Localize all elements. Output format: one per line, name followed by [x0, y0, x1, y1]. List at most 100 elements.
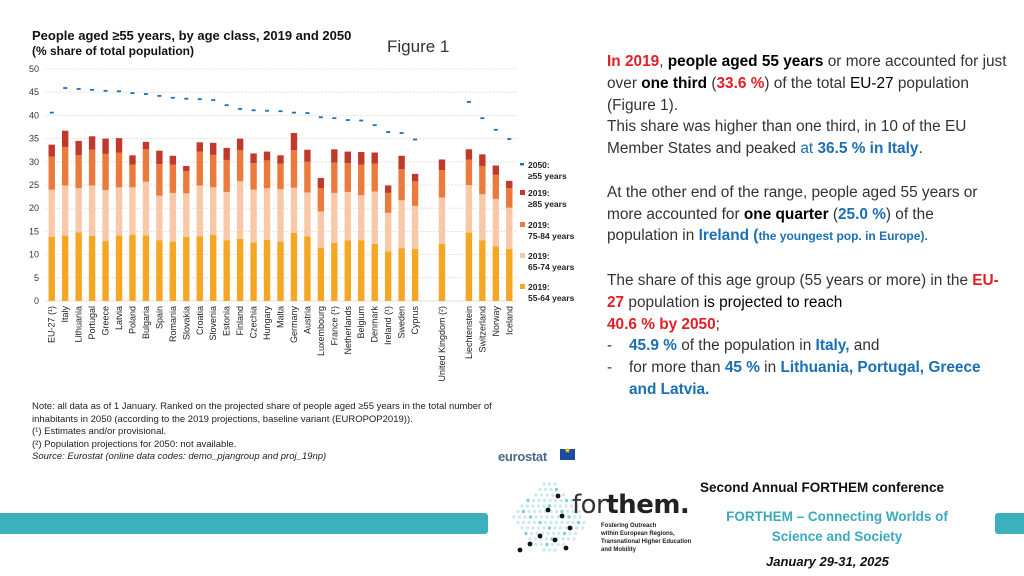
projection-marker — [197, 98, 202, 101]
legend-label: ≥85 years — [528, 199, 567, 209]
map-dot — [536, 526, 541, 530]
projection-marker — [345, 119, 350, 121]
x-tick-label: Belgium — [356, 306, 366, 339]
map-dot — [560, 509, 564, 514]
highlight-value: 45 % — [724, 359, 760, 377]
bar-segment — [290, 187, 298, 233]
projection-marker — [130, 92, 135, 95]
y-tick-label: 10 — [29, 250, 39, 260]
projection-marker — [63, 87, 68, 89]
map-dot — [549, 487, 553, 492]
bar-segment — [492, 174, 500, 199]
bar-segment — [169, 192, 177, 242]
map-dot — [547, 504, 552, 508]
map-dot — [526, 498, 530, 503]
bar-segment — [263, 188, 271, 240]
legend-label: 2019: — [528, 282, 550, 292]
map-dot — [527, 509, 531, 514]
map-dot — [564, 526, 568, 530]
map-dot — [551, 531, 556, 536]
forthem-logo: forthem. — [572, 490, 690, 520]
bar-segment — [492, 165, 500, 175]
bar-segment — [277, 163, 284, 190]
map-dot — [564, 498, 569, 503]
bar-segment — [398, 155, 405, 170]
map-dot — [539, 542, 544, 547]
x-tick-label: Liechtenstein — [464, 306, 474, 359]
bar-segment — [371, 243, 378, 301]
text: . — [924, 229, 928, 244]
bar-segment — [371, 163, 378, 192]
map-dot — [558, 504, 563, 508]
bar-segment — [223, 159, 230, 192]
map-dot — [521, 509, 526, 514]
map-dot — [557, 531, 561, 536]
bar-segment — [183, 171, 190, 194]
legend-label: 2019: — [528, 251, 550, 261]
map-dot — [549, 520, 553, 525]
x-tick-label: EU-27 (¹) — [47, 306, 57, 343]
projection-marker — [399, 132, 404, 134]
bar-segment — [384, 251, 392, 301]
tagline-line: Transnational Higher Education — [601, 539, 692, 545]
bar-segment — [465, 149, 473, 160]
x-tick-label: Croatia — [195, 306, 205, 335]
bar-segment — [156, 164, 163, 196]
text: ) of the population in — [607, 205, 934, 245]
logo-text-bold: them. — [606, 490, 690, 520]
summary-paragraph-3: At the other end of the range, people ag… — [607, 182, 1007, 248]
bar-segment — [236, 181, 244, 239]
x-tick-label: Estonia — [222, 306, 232, 336]
bar-segment — [411, 173, 419, 182]
highlight-youngest: the youngest pop. in Europe) — [758, 229, 925, 244]
map-dot — [545, 542, 549, 547]
bullet-countries: - for more than 45 % in Lithuania, Portug… — [607, 357, 1007, 401]
projection-marker — [332, 117, 337, 120]
bar-segment — [317, 247, 325, 301]
summary-text: In 2019, people aged 55 years or more ac… — [607, 51, 1007, 401]
highlight-ireland-value: 25.0 % — [837, 205, 886, 223]
bar-segment — [142, 149, 150, 182]
eurostat-logo: eurostat — [498, 449, 547, 464]
text: or more accounted for just over — [607, 53, 1007, 92]
legend-swatch — [520, 190, 525, 195]
y-tick-label: 30 — [29, 157, 39, 167]
bar-segment — [398, 248, 405, 301]
projection-marker — [143, 93, 148, 95]
map-dot — [544, 537, 549, 541]
bar-segment — [358, 240, 365, 301]
x-tick-label: Greece — [101, 306, 111, 336]
bar-segment — [479, 194, 486, 241]
map-dot — [575, 526, 579, 530]
map-city-dot — [555, 493, 561, 499]
x-tick-label: Spain — [154, 306, 164, 329]
x-tick-label: Ireland (¹) — [383, 306, 393, 345]
projection-marker — [90, 88, 95, 91]
map-dot — [558, 526, 563, 530]
legend-label: 75-84 years — [528, 231, 575, 241]
map-dot — [564, 504, 568, 508]
legend-label: 2019: — [528, 220, 550, 230]
bar-segment — [344, 240, 351, 301]
bar-segment — [48, 156, 55, 190]
bar-segment — [438, 170, 446, 198]
figure-label: Figure 1 — [387, 37, 450, 56]
text: is projected to reach — [703, 293, 843, 311]
map-dot — [550, 515, 555, 519]
bar-segment — [465, 185, 473, 233]
y-tick-label: 20 — [29, 203, 39, 213]
text: . — [918, 140, 923, 158]
bar-segment — [48, 144, 55, 157]
map-dot — [534, 515, 538, 519]
bar-segment — [210, 142, 217, 155]
bar-segment — [290, 150, 298, 188]
map-dot — [539, 515, 544, 519]
map-dot — [580, 526, 585, 530]
map-dot — [561, 493, 566, 497]
note-line: inhabitants in 2050 (according to the 20… — [32, 413, 413, 425]
highlight-2050: 40.6 % by 2050 — [607, 315, 716, 333]
y-tick-label: 50 — [29, 64, 39, 74]
projection-marker — [103, 89, 108, 92]
map-dot — [520, 526, 524, 530]
map-dot — [542, 498, 547, 503]
